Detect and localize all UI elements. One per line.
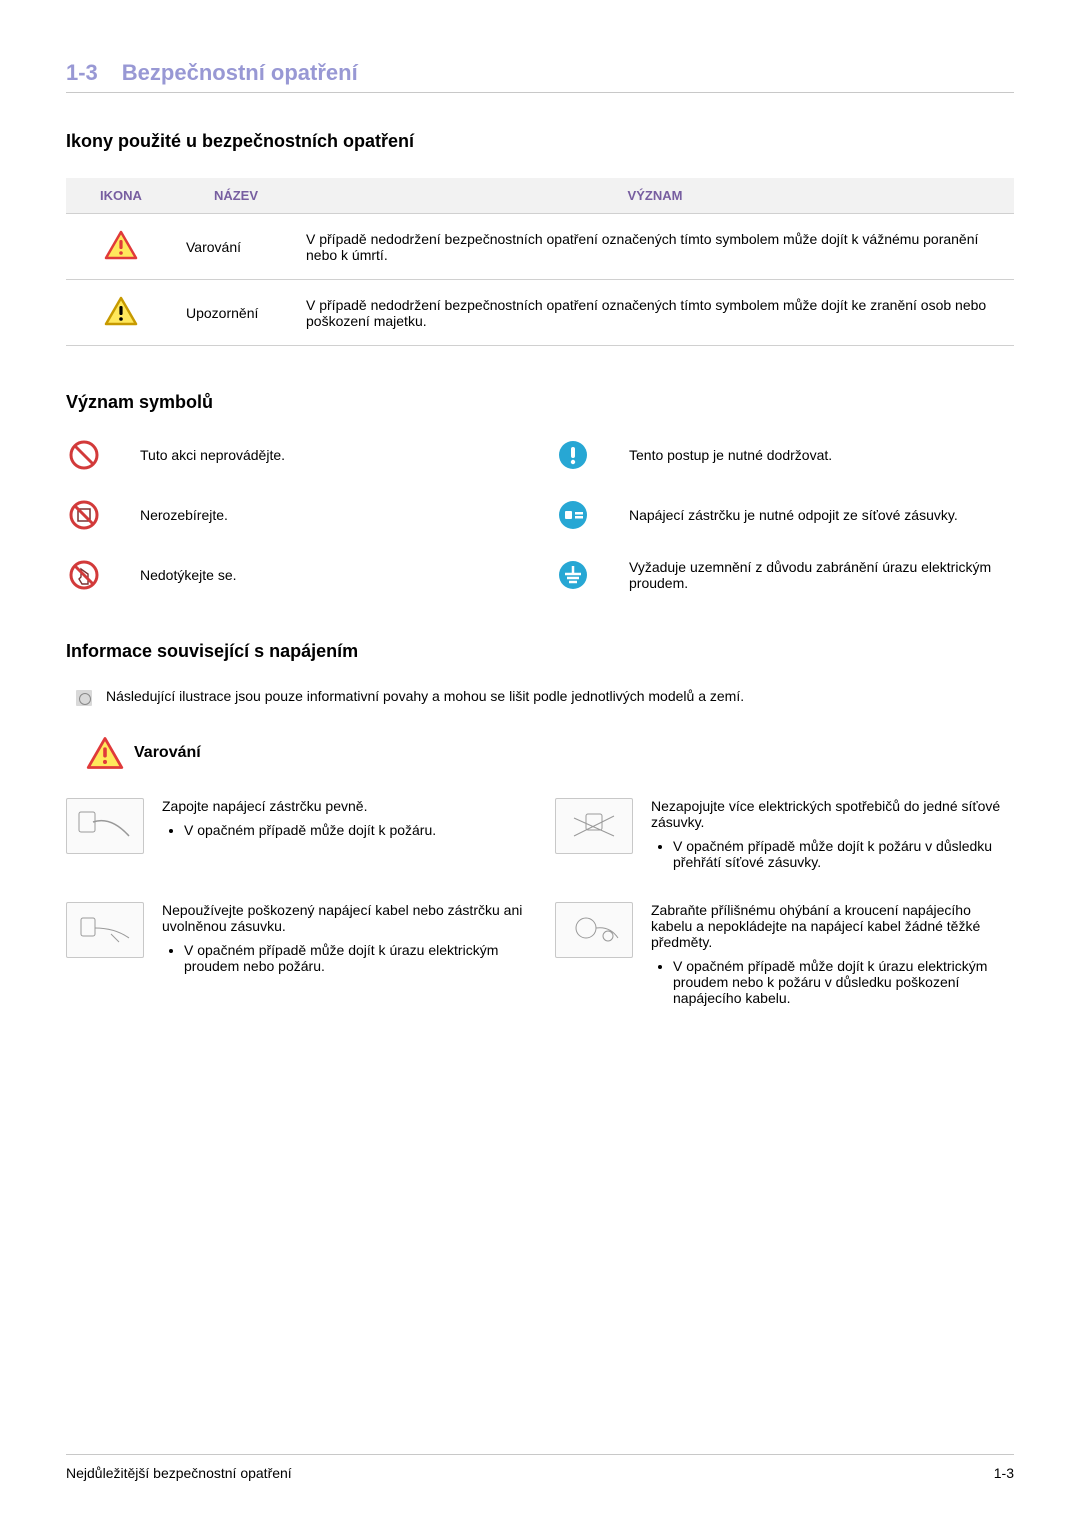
symbols-heading: Význam symbolů [66, 392, 1014, 413]
th-name: NÁZEV [176, 178, 296, 214]
warning-bullet: V opačném případě může dojít k úrazu ele… [184, 942, 525, 974]
symbol-grid: Tuto akci neprovádějte. Tento postup je … [66, 439, 1014, 591]
symbol-row: Nedotýkejte se. [66, 559, 525, 591]
symbol-text: Tento postup je nutné dodržovat. [629, 447, 1014, 463]
warning-body: Zabraňte přílišnému ohýbání a kroucení n… [651, 902, 1014, 1010]
warning-bullet: V opačném případě může dojít k požáru. [184, 822, 525, 838]
warning-triangle-red-icon [104, 230, 138, 260]
cell-icon [66, 214, 176, 280]
warning-body: Nepoužívejte poškozený napájecí kabel ne… [162, 902, 525, 1010]
warning-bullet: V opačném případě může dojít k úrazu ele… [673, 958, 1014, 1006]
th-icon: IKONA [66, 178, 176, 214]
cell-meaning: V případě nedodržení bezpečnostních opat… [296, 214, 1014, 280]
illustration-placeholder [66, 902, 144, 958]
must-follow-icon [555, 439, 591, 471]
illustration-placeholder [555, 902, 633, 958]
section-title: Bezpečnostní opatření [122, 60, 358, 85]
warning-triangle-red-icon [86, 736, 124, 770]
symbol-text: Vyžaduje uzemnění z důvodu zabránění úra… [629, 559, 1014, 591]
table-row: Varování V případě nedodržení bezpečnost… [66, 214, 1014, 280]
cell-name: Varování [176, 214, 296, 280]
symbol-text: Nerozebírejte. [140, 507, 525, 523]
symbol-text: Nedotýkejte se. [140, 567, 525, 583]
icon-table: IKONA NÁZEV VÝZNAM Varování V případě ne… [66, 178, 1014, 346]
warning-item: Nezapojujte více elektrických spotřebičů… [555, 798, 1014, 874]
caution-triangle-yellow-icon [104, 296, 138, 326]
footer-left: Nejdůležitější bezpečnostní opatření [66, 1465, 292, 1481]
page-title: 1-3 Bezpečnostní opatření [66, 60, 1014, 93]
no-touch-icon [66, 559, 102, 591]
warning-item: Zabraňte přílišnému ohýbání a kroucení n… [555, 902, 1014, 1010]
symbol-text: Tuto akci neprovádějte. [140, 447, 525, 463]
warning-text: Nepoužívejte poškozený napájecí kabel ne… [162, 902, 525, 934]
no-disassemble-icon [66, 499, 102, 531]
power-heading: Informace související s napájením [66, 641, 1014, 662]
section-number: 1-3 [66, 60, 98, 85]
cell-name: Upozornění [176, 280, 296, 346]
illustration-placeholder [66, 798, 144, 854]
note-line: Následující ilustrace jsou pouze informa… [66, 688, 1014, 706]
warning-text: Zabraňte přílišnému ohýbání a kroucení n… [651, 902, 1014, 950]
warn-heading: Varování [86, 736, 1014, 770]
th-meaning: VÝZNAM [296, 178, 1014, 214]
cell-meaning: V případě nedodržení bezpečnostních opat… [296, 280, 1014, 346]
note-marker-icon [76, 690, 92, 706]
warnings-grid: Zapojte napájecí zástrčku pevně. V opačn… [66, 798, 1014, 1010]
note-text: Následující ilustrace jsou pouze informa… [106, 688, 744, 706]
warning-text: Zapojte napájecí zástrčku pevně. [162, 798, 525, 814]
symbol-row: Nerozebírejte. [66, 499, 525, 531]
symbol-text: Napájecí zástrčku je nutné odpojit ze sí… [629, 507, 1014, 523]
symbol-row: Tuto akci neprovádějte. [66, 439, 525, 471]
footer-right: 1-3 [994, 1465, 1014, 1481]
warning-body: Nezapojujte více elektrických spotřebičů… [651, 798, 1014, 874]
symbol-row: Napájecí zástrčku je nutné odpojit ze sí… [555, 499, 1014, 531]
symbol-row: Tento postup je nutné dodržovat. [555, 439, 1014, 471]
table-row: Upozornění V případě nedodržení bezpečno… [66, 280, 1014, 346]
symbol-row: Vyžaduje uzemnění z důvodu zabránění úra… [555, 559, 1014, 591]
warning-item: Nepoužívejte poškozený napájecí kabel ne… [66, 902, 525, 1010]
earth-ground-icon [555, 559, 591, 591]
warning-bullet: V opačném případě může dojít k požáru v … [673, 838, 1014, 870]
warn-heading-text: Varování [134, 744, 201, 762]
cell-icon [66, 280, 176, 346]
prohibit-icon [66, 439, 102, 471]
warning-text: Nezapojujte více elektrických spotřebičů… [651, 798, 1014, 830]
warning-item: Zapojte napájecí zástrčku pevně. V opačn… [66, 798, 525, 874]
footer: Nejdůležitější bezpečnostní opatření 1-3 [66, 1454, 1014, 1481]
illustration-placeholder [555, 798, 633, 854]
unplug-icon [555, 499, 591, 531]
warning-body: Zapojte napájecí zástrčku pevně. V opačn… [162, 798, 525, 874]
icons-heading: Ikony použité u bezpečnostních opatření [66, 131, 1014, 152]
